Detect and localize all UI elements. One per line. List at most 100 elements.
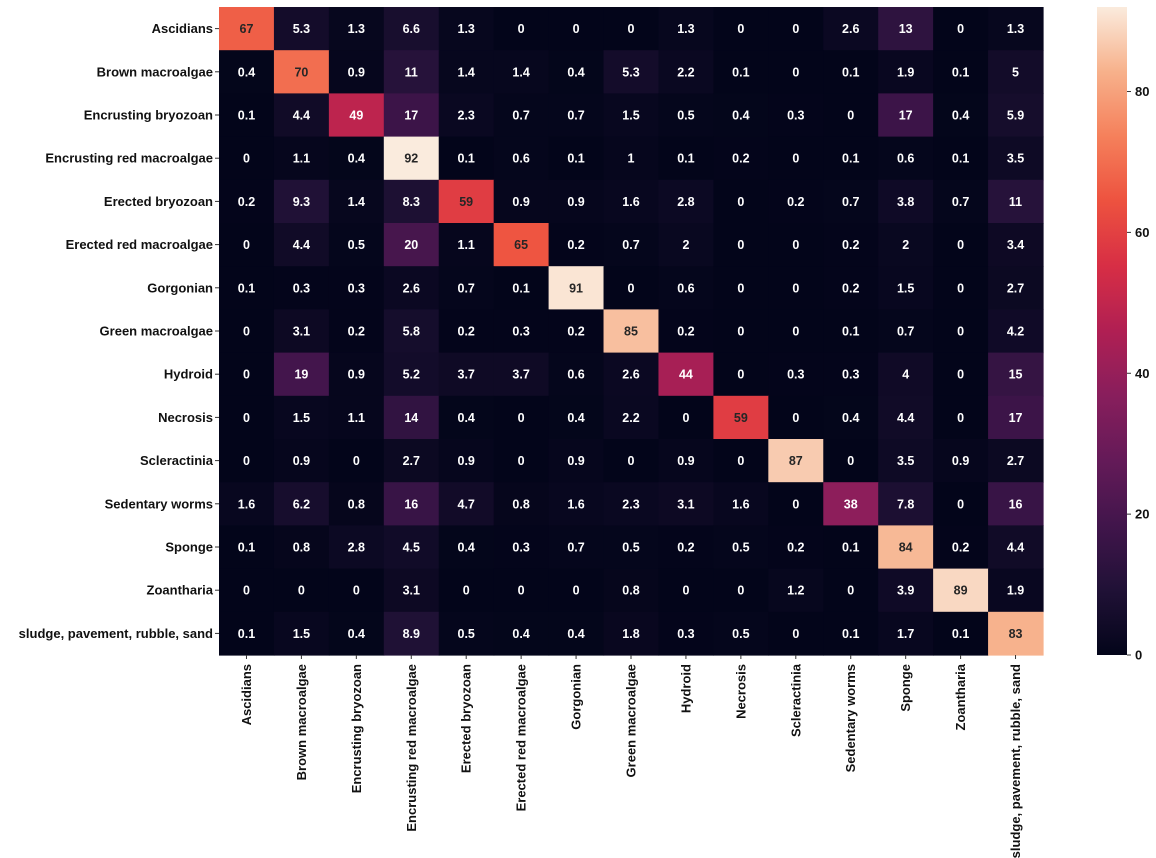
heatmap-cell <box>713 7 769 51</box>
column-label: Ascidians <box>239 664 254 725</box>
cell-value-label: 0.8 <box>293 541 310 555</box>
heatmap-cell <box>603 266 660 310</box>
cell-value-label: 0.5 <box>458 627 475 641</box>
row-label: sludge, pavement, rubble, sand <box>19 626 213 641</box>
cell-value-label: 2.2 <box>677 65 694 79</box>
cell-value-label: 0.1 <box>238 109 255 123</box>
heatmap-cell <box>768 93 824 138</box>
cell-value-label: 0 <box>792 325 799 339</box>
row-label: Gorgonian <box>147 280 213 295</box>
heatmap-cell <box>768 525 824 570</box>
heatmap-cell <box>823 266 879 310</box>
cell-value-label: 4.4 <box>293 109 310 123</box>
cell-value-label: 0 <box>518 22 525 36</box>
heatmap-cell <box>988 7 1044 51</box>
heatmap-cell <box>988 136 1044 181</box>
cell-value-label: 0 <box>737 281 744 295</box>
cell-value-label: 0 <box>737 238 744 252</box>
cell-value-label: 59 <box>734 411 748 425</box>
heatmap-cell <box>823 50 879 94</box>
heatmap-cell <box>823 525 879 570</box>
heatmap-cell <box>493 309 550 354</box>
heatmap-cell <box>548 482 605 526</box>
heatmap-cell <box>328 395 385 440</box>
heatmap-cell <box>328 525 385 570</box>
heatmap-cell <box>273 50 330 94</box>
cell-value-label: 0.8 <box>622 584 639 598</box>
cell-value-label: 0 <box>243 368 250 382</box>
cell-value-label: 83 <box>1009 627 1023 641</box>
heatmap-cell <box>713 482 769 526</box>
cell-value-label: 0 <box>792 281 799 295</box>
heatmap-cell <box>328 179 385 224</box>
cell-value-label: 11 <box>1009 195 1022 209</box>
cell-value-label: 5.2 <box>403 368 420 382</box>
cell-value-label: 0.3 <box>512 541 529 555</box>
cell-value-label: 0.4 <box>732 109 749 123</box>
cell-value-label: 0.4 <box>567 627 584 641</box>
row-label: Scleractinia <box>140 453 214 468</box>
cell-value-label: 0.2 <box>567 238 584 252</box>
heatmap-cell <box>878 136 934 181</box>
heatmap-cell <box>713 50 769 94</box>
heatmap-cell <box>768 568 824 613</box>
colorbar-tick-label: 60 <box>1135 225 1149 240</box>
cell-value-label: 1.3 <box>1007 22 1024 36</box>
heatmap-cell <box>933 223 989 267</box>
cell-value-label: 0 <box>243 325 250 339</box>
heatmap-cell <box>273 352 330 397</box>
heatmap-cell <box>933 179 989 224</box>
cell-value-label: 3.1 <box>403 584 420 598</box>
cell-value-label: 38 <box>844 497 858 511</box>
cell-value-label: 0 <box>792 411 799 425</box>
cell-value-label: 65 <box>514 238 528 252</box>
heatmap-cell <box>438 611 495 656</box>
heatmap-cell <box>548 50 605 94</box>
cell-value-label: 0 <box>243 238 250 252</box>
cell-value-label: 1.4 <box>512 65 529 79</box>
cell-value-label: 4.5 <box>403 541 420 555</box>
cell-value-label: 0 <box>957 238 964 252</box>
cell-value-label: 0 <box>243 152 250 166</box>
cell-value-label: 0 <box>792 627 799 641</box>
cell-value-label: 0 <box>518 411 525 425</box>
cell-value-label: 85 <box>624 325 638 339</box>
cell-value-label: 0.2 <box>787 195 804 209</box>
heatmap-cell <box>603 439 660 483</box>
cell-value-label: 1.1 <box>348 411 365 425</box>
heatmap-cell <box>603 309 660 354</box>
heatmap-cell <box>493 568 550 613</box>
cell-value-label: 2.3 <box>622 497 639 511</box>
cell-value-label: 1.4 <box>348 195 365 209</box>
cell-value-label: 0.1 <box>512 281 529 295</box>
heatmap-cell <box>603 136 660 181</box>
heatmap-cell <box>493 50 550 94</box>
row-label: Sponge <box>165 540 213 555</box>
heatmap-cell <box>219 525 275 570</box>
cell-value-label: 2.7 <box>1007 454 1024 468</box>
heatmap-cell <box>328 50 385 94</box>
cell-value-label: 0 <box>628 281 635 295</box>
cell-value-label: 0.9 <box>348 65 365 79</box>
cell-value-label: 0.6 <box>512 152 529 166</box>
heatmap-cell <box>933 266 989 310</box>
heatmap-cell <box>219 352 275 397</box>
heatmap-cell <box>548 525 605 570</box>
heatmap-cell <box>713 395 769 440</box>
heatmap-cell <box>548 266 605 310</box>
cell-value-label: 2.8 <box>348 541 365 555</box>
cell-value-label: 9.3 <box>293 195 310 209</box>
heatmap-cell <box>988 93 1044 138</box>
cell-value-label: 0 <box>353 454 360 468</box>
heatmap-cell <box>383 525 440 570</box>
heatmap-cell <box>823 611 879 656</box>
heatmap-cell <box>823 439 879 483</box>
heatmap-cell <box>548 136 605 181</box>
cell-value-label: 0 <box>243 584 250 598</box>
cell-value-label: 0.9 <box>567 195 584 209</box>
cell-value-label: 0.2 <box>238 195 255 209</box>
cell-value-label: 8.9 <box>403 627 420 641</box>
cell-value-label: 0 <box>243 411 250 425</box>
cell-value-label: 0 <box>957 368 964 382</box>
